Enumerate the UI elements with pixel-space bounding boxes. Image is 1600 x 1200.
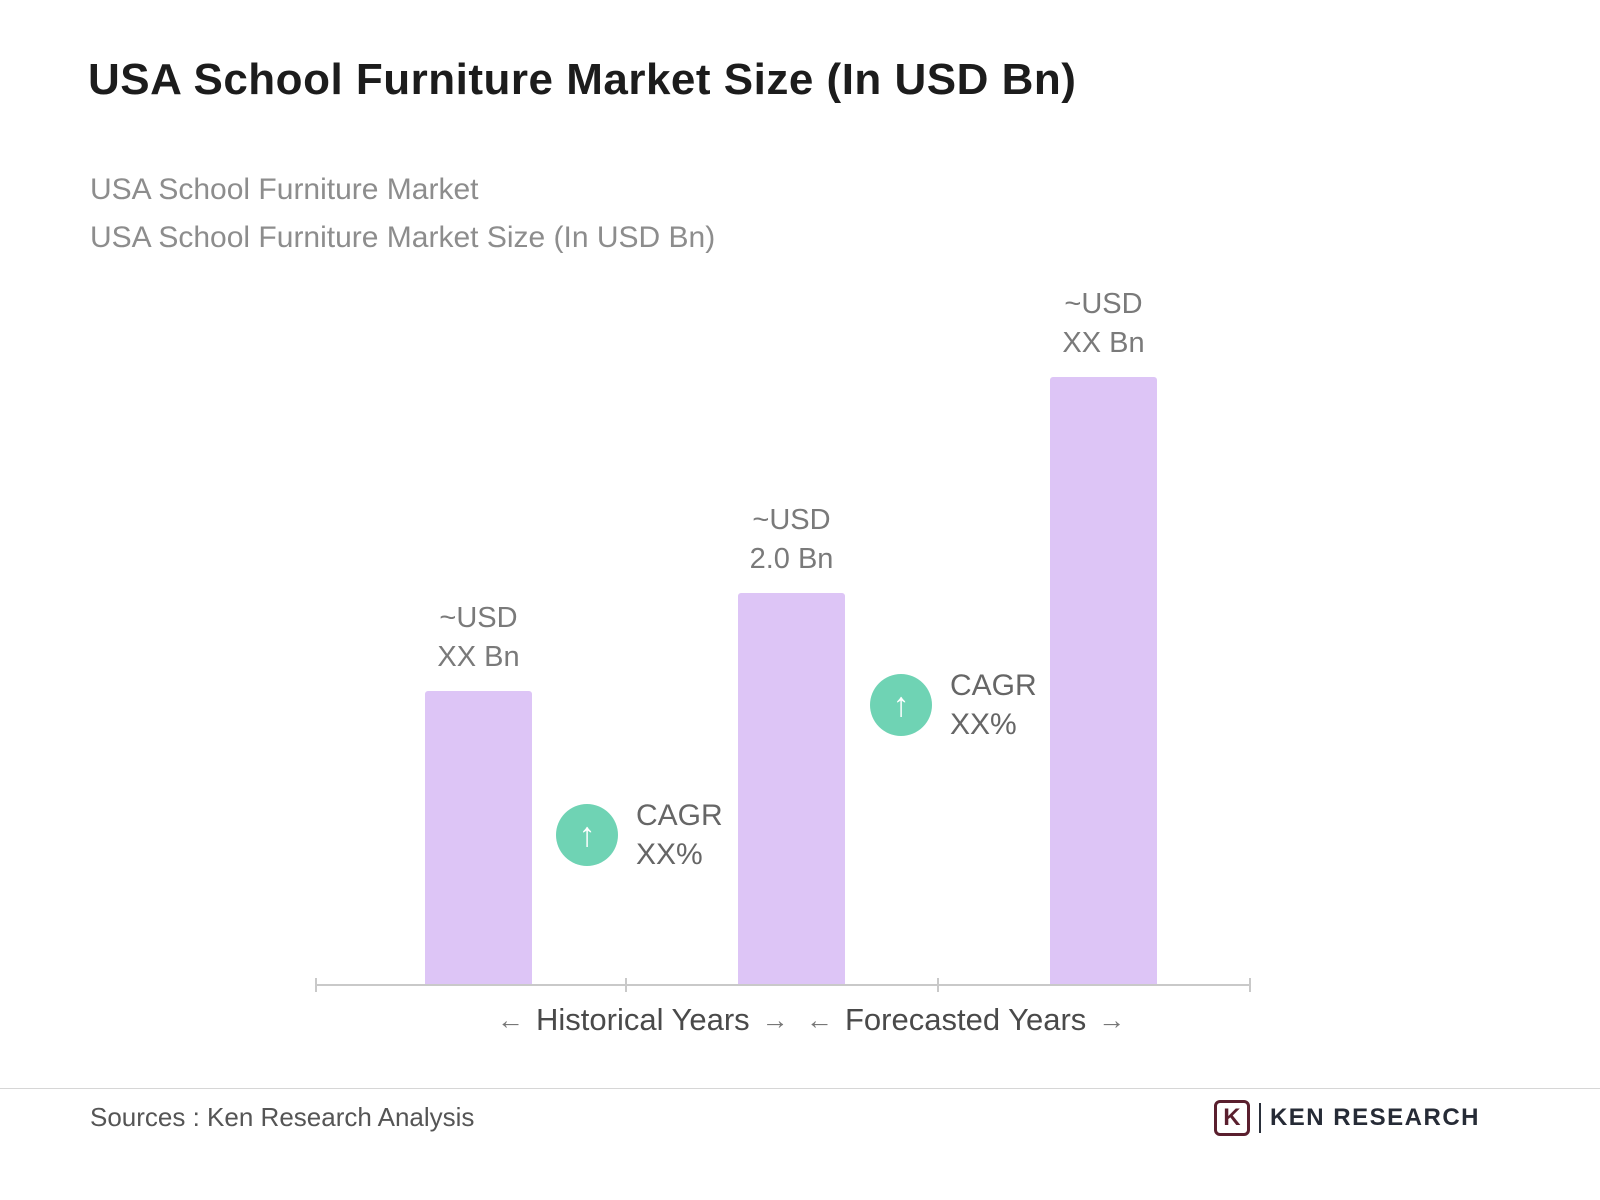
left-arrow-icon: ← — [497, 1004, 524, 1035]
bar-group-forecast-end: ~USD XX Bn — [1050, 285, 1157, 985]
sources-note: Sources : Ken Research Analysis — [90, 1102, 475, 1132]
bar-value-label: ~USD XX Bn — [1062, 288, 1145, 359]
bar — [425, 691, 532, 985]
up-arrow-icon: ↑ — [556, 804, 618, 866]
up-arrow-icon: ↑ — [870, 674, 932, 736]
cagr-annotation-forecast: ↑ CAGR XX% — [870, 666, 1037, 744]
x-axis — [315, 978, 1251, 992]
axis-tick — [315, 978, 317, 992]
bar-group-historical-start: ~USD XX Bn — [425, 599, 532, 985]
bar-group-current: ~USD 2.0 Bn — [738, 501, 845, 985]
axis-tick — [1249, 978, 1251, 992]
subtitle-line-2: USA School Furniture Market Size (In USD… — [90, 221, 716, 254]
footer-divider — [0, 1088, 1600, 1089]
subtitle-line-1: USA School Furniture Market — [90, 173, 479, 206]
bar — [738, 593, 845, 985]
axis-group-text: Forecasted Years — [845, 1002, 1087, 1037]
right-arrow-icon: → — [1098, 1004, 1126, 1035]
logo-wordmark: KEN RESEARCH — [1269, 1104, 1480, 1131]
axis-tick — [625, 978, 627, 992]
axis-group-text: Historical Years — [536, 1002, 750, 1037]
axis-tick — [937, 978, 939, 992]
ken-research-logo: K KEN RESEARCH — [1213, 1100, 1480, 1136]
axis-group-label-historical: ← Historical Years → — [497, 1002, 789, 1038]
logo-k-icon: K — [1213, 1100, 1250, 1136]
chart-subtitle: USA School Furniture Market USA School F… — [90, 166, 715, 262]
page-title: USA School Furniture Market Size (In USD… — [88, 55, 1077, 104]
bar-value-label: ~USD 2.0 Bn — [749, 504, 834, 575]
axis-group-label-forecasted: ← Forecasted Years → — [806, 1002, 1125, 1038]
cagr-label: CAGR XX% — [636, 799, 723, 871]
right-arrow-icon: → — [761, 1004, 789, 1035]
logo-separator — [1258, 1103, 1261, 1133]
bar — [1050, 377, 1157, 985]
left-arrow-icon: ← — [806, 1004, 833, 1035]
bar-value-label: ~USD XX Bn — [437, 602, 520, 673]
cagr-annotation-historical: ↑ CAGR XX% — [556, 796, 723, 874]
cagr-label: CAGR XX% — [950, 669, 1037, 741]
